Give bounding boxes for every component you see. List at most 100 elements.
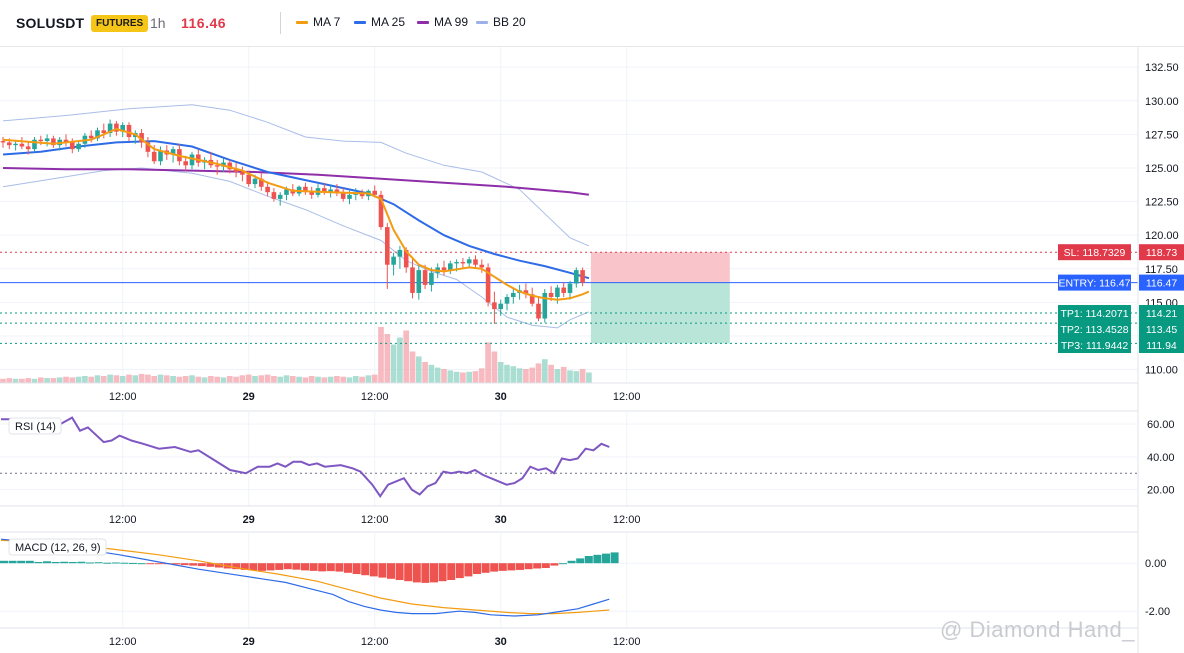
legend-item-ma25[interactable]: MA 25 xyxy=(354,15,405,29)
sl-axis-tag-text: 118.73 xyxy=(1146,247,1177,259)
volume-bar xyxy=(371,374,378,383)
macd-hist-bar xyxy=(232,563,241,570)
sl-label: SL: 118.7329 118.73 xyxy=(1058,244,1184,261)
macd-hist-bar xyxy=(309,563,318,571)
volume-bar xyxy=(283,375,290,383)
macd-hist-bar xyxy=(172,563,180,565)
volume-bar xyxy=(573,371,580,383)
volume-bar xyxy=(264,374,271,383)
volume-bar xyxy=(163,375,170,383)
volume-bar xyxy=(271,376,277,383)
candle-body xyxy=(51,138,56,146)
candle-body xyxy=(347,194,352,199)
rsi-pane[interactable] xyxy=(0,410,1138,506)
volume-bar xyxy=(523,369,529,383)
macd-hist-bar xyxy=(86,562,94,564)
entry-label-box xyxy=(1058,274,1131,291)
legend-item-ma99[interactable]: MA 99 xyxy=(417,15,468,29)
volume-bar xyxy=(258,375,265,383)
candle-body xyxy=(126,124,132,138)
macd-hist-bar xyxy=(447,563,456,580)
volume-bar xyxy=(252,376,258,383)
x-tick-label: 29 xyxy=(243,391,255,403)
macd-hist-bar xyxy=(361,563,370,576)
macd-hist-bar xyxy=(344,563,352,573)
volume-bar xyxy=(113,375,120,383)
volume-bar xyxy=(157,374,164,383)
macd-hist-bar xyxy=(206,563,215,567)
symbol-name[interactable]: SOLUSDT xyxy=(16,15,85,31)
macd-hist-bar xyxy=(404,563,413,582)
candle-body xyxy=(403,249,409,268)
candle-body xyxy=(548,292,554,297)
volume-bar xyxy=(428,364,435,383)
price-pane[interactable] xyxy=(0,47,1138,383)
volume-bar xyxy=(12,378,19,383)
volume-bar xyxy=(434,367,441,383)
volume-bar xyxy=(346,377,353,383)
timeframe-label[interactable]: 1h xyxy=(150,15,166,31)
candle-body xyxy=(492,302,497,310)
volume-bar xyxy=(94,375,101,383)
candle-body xyxy=(277,194,283,199)
legend-label-ma99: MA 99 xyxy=(434,15,469,29)
macd-hist-bar xyxy=(0,560,8,564)
price-y-tick-label: 130.00 xyxy=(1145,96,1179,108)
candle-body xyxy=(536,303,541,319)
macd-hist-bar xyxy=(395,563,404,580)
macd-hist-bar xyxy=(421,563,430,583)
volume-bar xyxy=(189,375,195,383)
candle-body xyxy=(397,249,403,257)
tp-axis-tag xyxy=(1139,337,1184,354)
macd-hist-bar xyxy=(481,563,490,573)
volume-bar xyxy=(472,371,479,383)
rsi-title: RSI (14) xyxy=(15,421,56,433)
tp-label: TP1: 114.2071 114.21 xyxy=(1058,305,1184,322)
candle-body xyxy=(441,267,447,271)
volume-bar xyxy=(138,373,145,383)
volume-bar xyxy=(289,376,296,383)
volume-bar xyxy=(466,371,473,383)
macd-hist-bar xyxy=(129,562,137,564)
volume-bar xyxy=(201,377,208,383)
candle-body xyxy=(479,264,485,268)
macd-title-group[interactable]: MACD (12, 26, 9) xyxy=(8,538,107,556)
tp-axis-tag-text: 114.21 xyxy=(1146,308,1177,320)
candle-body xyxy=(359,193,365,197)
x-tick-label: 12:00 xyxy=(361,636,389,648)
tp-label-text: TP1: 114.2071 xyxy=(1060,308,1128,320)
volume-bar xyxy=(82,376,88,383)
candle-body xyxy=(183,161,188,166)
candle-body xyxy=(0,141,6,143)
entry-axis-tag xyxy=(1139,274,1184,291)
candle-body xyxy=(555,287,560,297)
volume-bar xyxy=(340,376,347,383)
ma99-line xyxy=(2,167,590,196)
macd-pane[interactable] xyxy=(0,531,1138,628)
volume-bar xyxy=(390,344,397,383)
volume-bar xyxy=(334,376,340,383)
volume-bar xyxy=(321,377,328,383)
macd-hist-bar xyxy=(602,553,610,564)
volume-bar xyxy=(214,376,221,383)
macd-hist-bar xyxy=(326,563,335,572)
macd-title-box xyxy=(8,538,107,556)
x-tick-label: 30 xyxy=(495,636,507,648)
volume-bar xyxy=(176,376,183,383)
macd-hist-bar xyxy=(438,563,447,582)
volume-bar xyxy=(497,362,504,383)
legend-item-ma7[interactable]: MA 7 xyxy=(296,15,340,29)
candle-body xyxy=(44,138,50,142)
volume-bar xyxy=(422,362,428,383)
candle-body xyxy=(385,227,390,265)
rsi-title-group[interactable]: RSI (14) xyxy=(8,417,62,435)
candle-body xyxy=(542,292,548,319)
candle-body xyxy=(473,259,478,265)
legend-item-bb20[interactable]: BB 20 xyxy=(476,15,526,29)
volume-bar xyxy=(107,374,113,383)
price-y-tick-label: 117.50 xyxy=(1145,264,1178,276)
macd-hist-bar xyxy=(60,561,69,564)
candle-body xyxy=(107,123,113,134)
volume-bar xyxy=(308,376,315,383)
